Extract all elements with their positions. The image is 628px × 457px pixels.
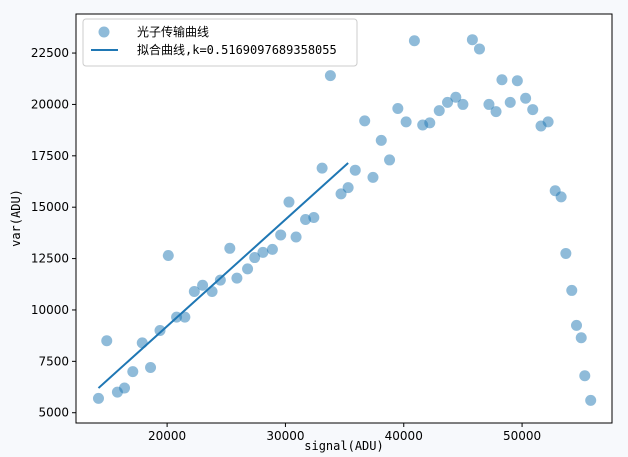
scatter-point — [300, 214, 312, 226]
scatter-point — [324, 70, 336, 82]
y-axis-ticks: 5000 7500 10000 12500 15000 17500 20000 22500 — [31, 46, 76, 420]
scatter-point — [179, 311, 191, 323]
scatter-point — [242, 263, 254, 275]
scatter-point — [400, 116, 412, 128]
scatter-point — [257, 246, 269, 258]
scatter-point — [231, 272, 243, 284]
scatter-point — [496, 74, 508, 86]
scatter-point — [433, 105, 445, 117]
scatter-point — [375, 134, 387, 146]
scatter-point — [520, 92, 532, 104]
scatter-point — [101, 335, 113, 347]
y-tick-label: 17500 — [31, 149, 69, 163]
scatter-point — [504, 96, 516, 108]
scatter-point — [367, 171, 379, 183]
legend-box — [82, 18, 358, 67]
scatter-point — [224, 242, 236, 254]
scatter-point — [527, 104, 539, 116]
scatter-point — [249, 252, 261, 264]
scatter-point — [585, 394, 597, 406]
scatter-point — [162, 249, 174, 261]
scatter-point — [442, 96, 454, 108]
scatter-point — [490, 106, 502, 118]
scatter-point — [566, 284, 578, 296]
scatter-point — [308, 211, 320, 223]
scatter-point — [349, 164, 361, 176]
scatter-point — [342, 182, 354, 194]
legend-scatter-label: 光子传输曲线 — [137, 24, 209, 39]
scatter-point — [197, 279, 209, 291]
scatter-point — [571, 319, 583, 331]
x-tick-label: 40000 — [385, 429, 423, 443]
scatter-point — [450, 91, 462, 103]
y-tick-label: 22500 — [31, 46, 69, 60]
scatter-point — [266, 243, 278, 255]
scatter-point — [560, 247, 572, 259]
y-tick-label: 10000 — [31, 303, 69, 317]
legend-scatter-marker — [98, 26, 110, 38]
y-tick-label: 15000 — [31, 200, 69, 214]
scatter-point — [483, 98, 495, 110]
scatter-point — [511, 75, 523, 87]
y-tick-label: 5000 — [38, 406, 69, 420]
legend-line-label: 拟合曲线,k=0.5169097689358055 — [137, 42, 337, 57]
scatter-point — [119, 382, 131, 394]
scatter-point — [290, 231, 302, 243]
scatter-point — [275, 229, 287, 241]
scatter-point — [359, 115, 371, 127]
y-tick-label: 12500 — [31, 252, 69, 266]
x-tick-label: 30000 — [266, 429, 304, 443]
scatter-point — [283, 196, 295, 208]
scatter-point — [555, 191, 567, 203]
scatter-point — [154, 325, 166, 337]
x-axis-label: signal(ADU) — [304, 439, 383, 453]
y-tick-label: 20000 — [31, 97, 69, 111]
y-axis-label: var(ADU) — [9, 189, 23, 247]
scatter-point — [214, 274, 226, 286]
scatter-point — [579, 370, 591, 382]
scatter-point — [136, 337, 148, 349]
fit-line-series — [97, 162, 349, 389]
scatter-point — [335, 188, 347, 200]
scatter-point — [473, 43, 485, 55]
scatter-point — [542, 116, 554, 128]
scatter-point — [92, 392, 104, 404]
scatter-point — [206, 285, 218, 297]
fit-line — [97, 162, 349, 389]
scatter-series — [92, 34, 597, 406]
scatter-point — [392, 103, 404, 115]
scatter-point — [188, 285, 200, 297]
scatter-point — [316, 162, 328, 174]
scatter-point — [408, 35, 420, 47]
scatter-point — [384, 154, 396, 166]
scatter-point — [457, 98, 469, 110]
scatter-point — [466, 34, 478, 46]
scatter-point — [424, 117, 436, 129]
legend: 光子传输曲线 拟合曲线,k=0.5169097689358055 — [82, 18, 358, 67]
scatter-point — [145, 362, 157, 374]
x-tick-label: 20000 — [148, 429, 186, 443]
scatter-point — [127, 366, 139, 378]
y-tick-label: 7500 — [38, 354, 69, 368]
x-axis-ticks: 20000 30000 40000 50000 — [148, 423, 541, 443]
scatter-point — [575, 332, 587, 344]
plot-area — [75, 13, 613, 424]
x-tick-label: 50000 — [503, 429, 541, 443]
